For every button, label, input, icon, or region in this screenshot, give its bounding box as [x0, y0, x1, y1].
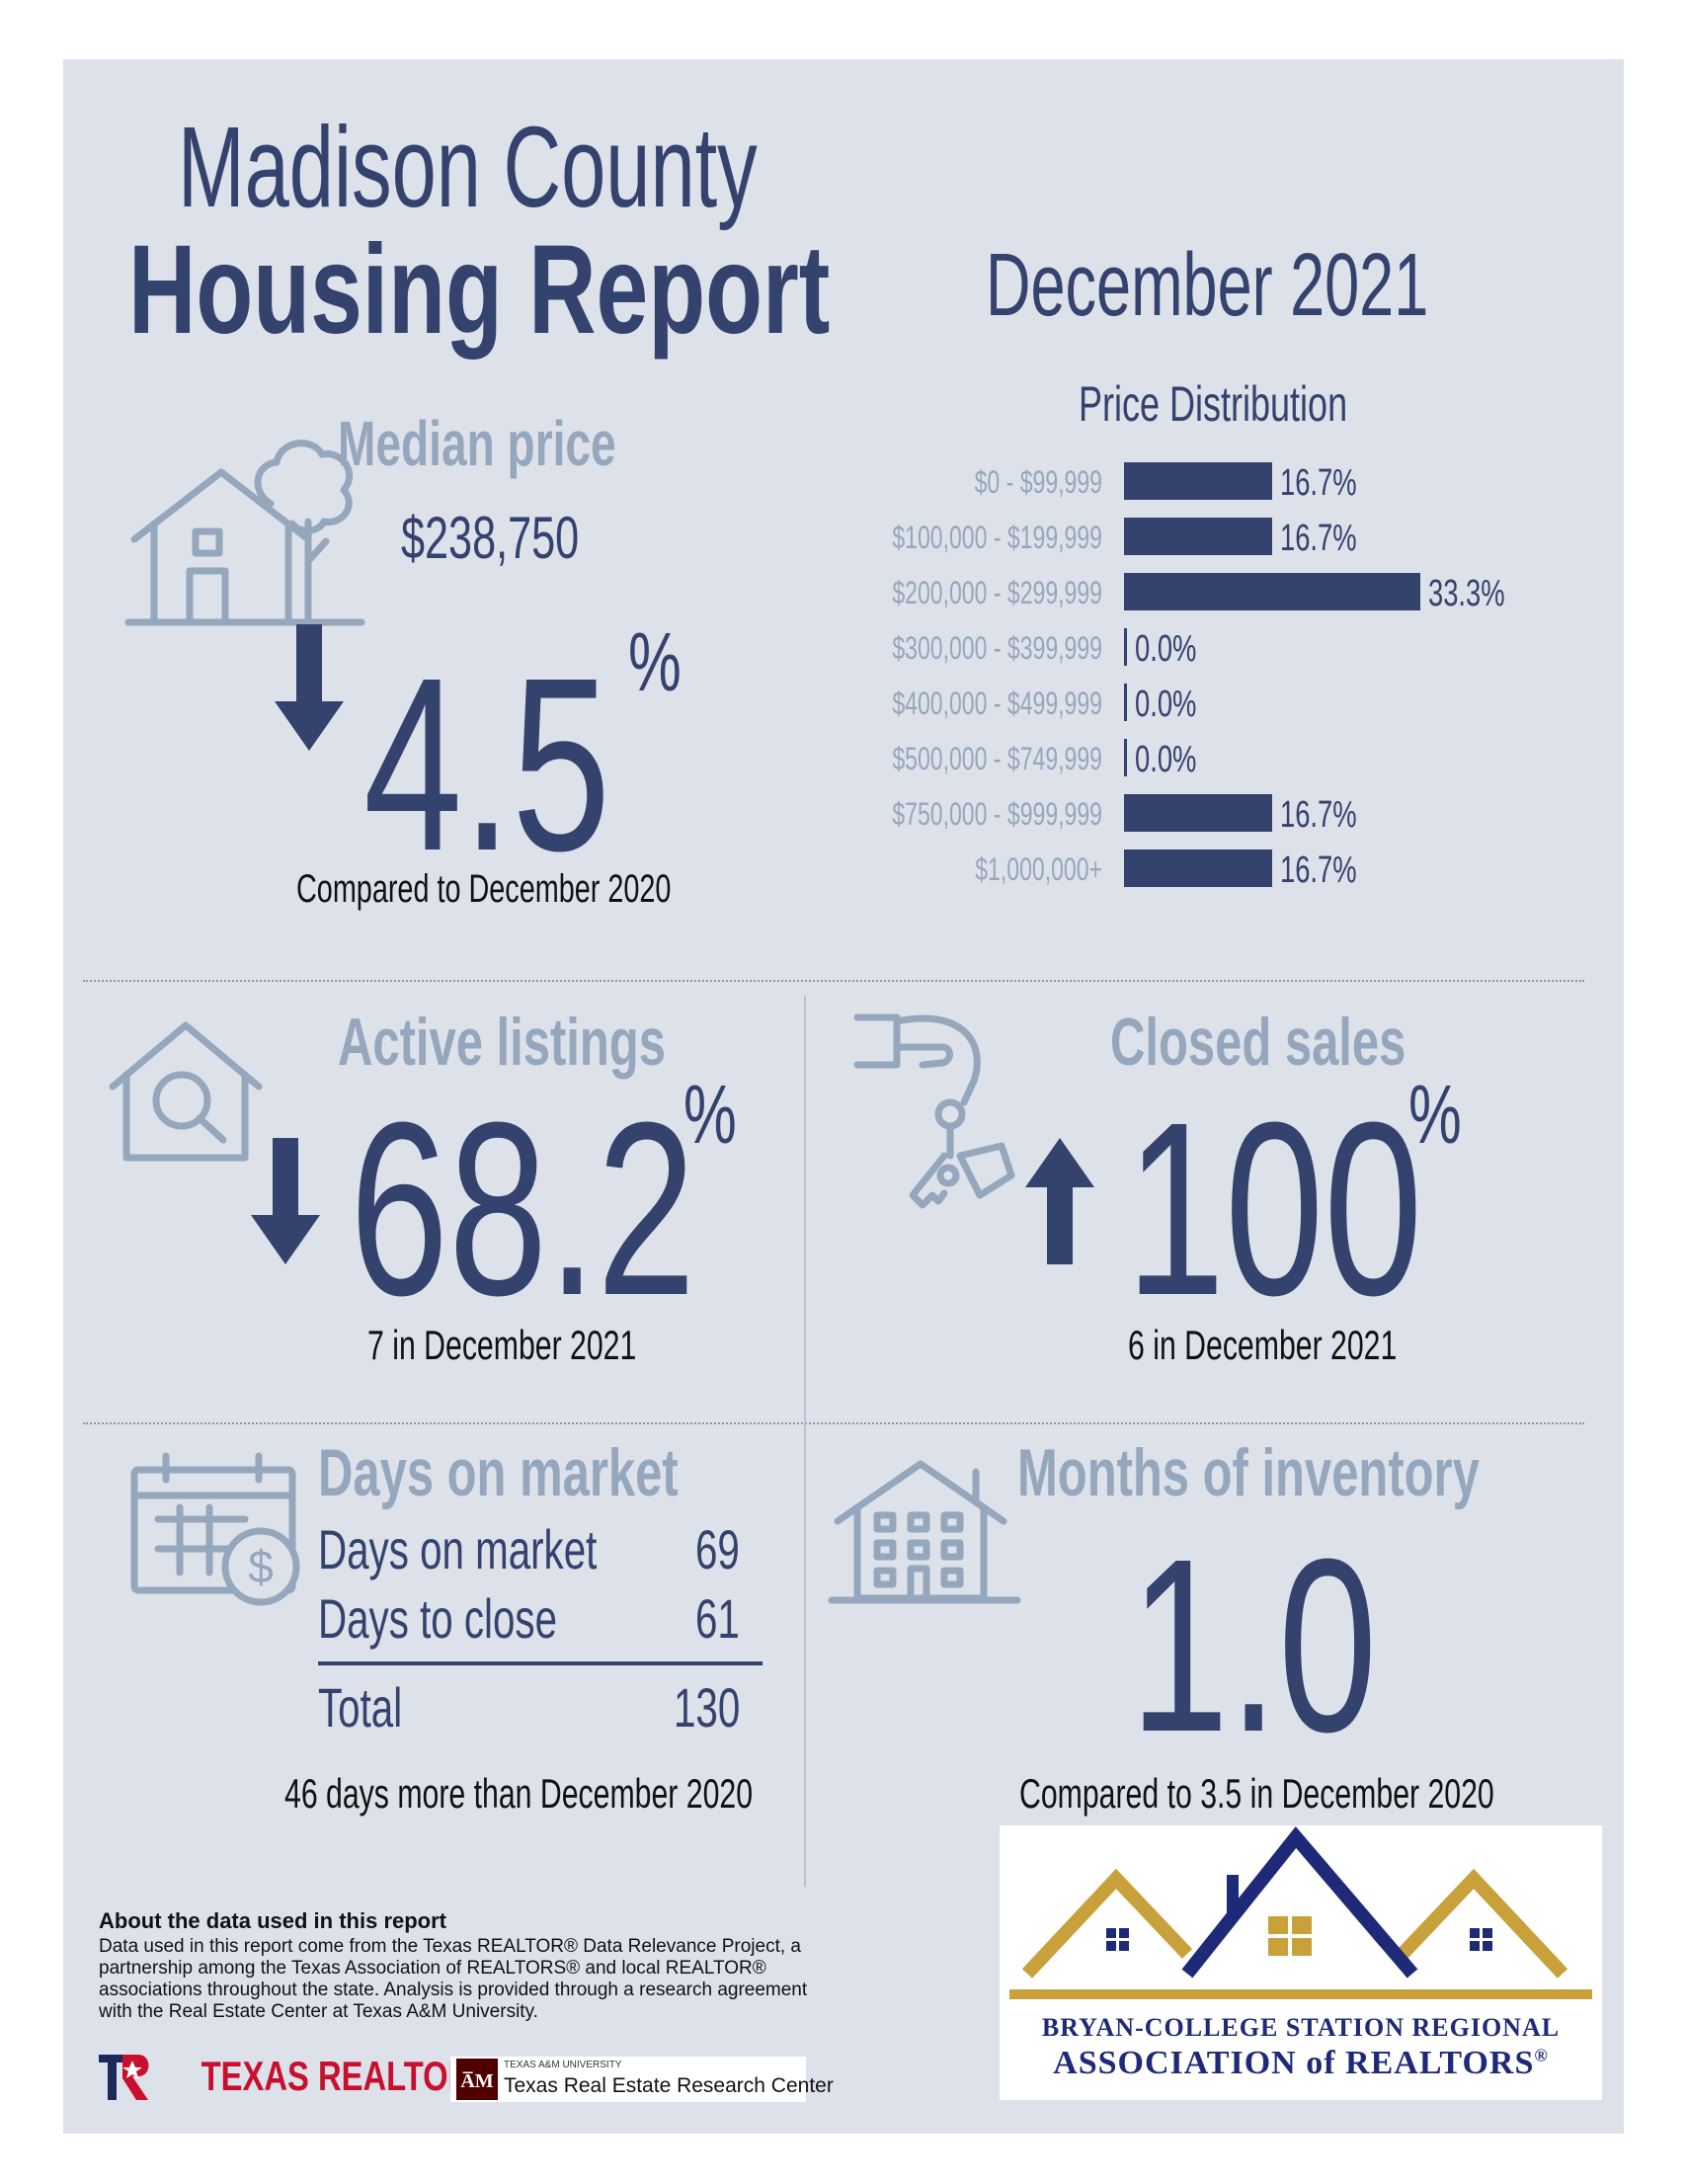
closed-sales-label: Closed sales — [1110, 1005, 1406, 1080]
tamu-small-text: TEXAS A&M UNIVERSITY — [504, 2060, 622, 2070]
price-distribution-title: Price Distribution — [1079, 376, 1348, 432]
price-distribution-value: 16.7% — [1280, 794, 1358, 836]
months-inventory-value: 1.0 — [1130, 1507, 1378, 1783]
active-listings-change: 68.2 — [350, 1071, 696, 1346]
down-arrow-icon — [275, 624, 344, 751]
report-panel: Madison County Housing Report December 2… — [63, 59, 1624, 2134]
median-comparison: Compared to December 2020 — [296, 867, 672, 911]
price-range-label: $400,000 - $499,999 — [892, 686, 1102, 721]
price-distribution-bar — [1124, 518, 1273, 555]
texas-realtors-logo-icon — [99, 2055, 149, 2100]
house-roofs-logo-icon — [1009, 1826, 1592, 1999]
price-distribution-bar — [1124, 794, 1273, 832]
price-distribution-value: 33.3% — [1428, 573, 1505, 614]
price-distribution-value: 0.0% — [1135, 628, 1197, 670]
dom-total-name: Total — [318, 1676, 403, 1739]
price-distribution-chart: $0 - $99,999 16.7% $100,000 - $199,999 16.7… — [63, 59, 1624, 968]
dom-comparison: 46 days more than December 2020 — [284, 1770, 754, 1817]
about-data-body: Data used in this report come from the T… — [99, 1936, 808, 2022]
price-distribution-bar — [1124, 573, 1420, 610]
months-inventory-label: Months of inventory — [1017, 1435, 1480, 1510]
dom-row-name: Days on market — [318, 1518, 598, 1580]
percent-sign: % — [683, 1068, 737, 1161]
months-inventory-comparison: Compared to 3.5 in December 2020 — [1019, 1770, 1494, 1817]
bcs-regional-logo: BRYAN-COLLEGE STATION REGIONAL ASSOCIATI… — [1000, 1825, 1602, 2100]
price-range-label: $1,000,000+ — [975, 851, 1102, 887]
price-range-label: $500,000 - $749,999 — [892, 741, 1102, 776]
median-price-label: Median price — [338, 408, 616, 479]
dom-total-value: 130 — [674, 1676, 741, 1739]
title-line-2: Housing Report — [128, 219, 831, 361]
svg-text:$: $ — [248, 1541, 274, 1592]
price-distribution-value: 16.7% — [1280, 849, 1358, 891]
active-listings-label: Active listings — [338, 1005, 666, 1080]
price-distribution-value: 16.7% — [1280, 462, 1358, 504]
price-range-label: $750,000 - $999,999 — [892, 796, 1102, 832]
divider-vertical — [804, 996, 806, 1887]
down-arrow-icon — [251, 1138, 320, 1264]
price-distribution-bar — [1124, 849, 1273, 887]
closed-sales-detail: 6 in December 2021 — [1128, 1322, 1398, 1368]
price-distribution-value: 0.0% — [1135, 739, 1197, 780]
report-date: December 2021 — [986, 236, 1429, 335]
price-distribution-bar — [1124, 739, 1127, 776]
bcs-logo-line-2-text: ASSOCIATION of REALTORS — [1053, 2045, 1535, 2081]
price-distribution-value: 0.0% — [1135, 684, 1197, 725]
about-data-title: About the data used in this report — [99, 1908, 447, 1933]
price-range-label: $0 - $99,999 — [974, 464, 1102, 500]
price-distribution-bar — [1124, 684, 1127, 721]
apartment-building-icon — [828, 1460, 1021, 1604]
price-range-label: $200,000 - $299,999 — [892, 575, 1102, 610]
house-search-icon — [109, 1021, 263, 1162]
divider-horizontal — [83, 1422, 1584, 1424]
bcs-logo-line-2: ASSOCIATION of REALTORS® — [1000, 2045, 1602, 2082]
dom-row-name: Days to close — [318, 1587, 558, 1650]
bcs-logo-line-1: BRYAN-COLLEGE STATION REGIONAL — [1041, 2013, 1561, 2042]
median-price-change: 4.5 — [363, 626, 611, 902]
up-arrow-icon — [1025, 1138, 1094, 1264]
price-distribution-bar — [1124, 462, 1273, 500]
dom-row-value: 61 — [695, 1587, 740, 1650]
house-tree-icon — [124, 440, 365, 626]
registered-mark: ® — [1534, 2045, 1549, 2065]
calendar-dollar-icon: $ — [130, 1452, 300, 1606]
price-range-label: $300,000 - $399,999 — [892, 630, 1102, 666]
svg-text:A̅M: A̅M — [460, 2070, 493, 2092]
tamu-logo-icon: A̅M — [456, 2059, 498, 2100]
title-line-1: Madison County — [178, 103, 758, 231]
dom-total-rule — [318, 1661, 763, 1665]
tamu-logo-box — [450, 2057, 806, 2102]
price-distribution-bar — [1124, 628, 1127, 666]
closed-sales-change: 100 — [1126, 1071, 1423, 1346]
dom-row-value: 69 — [695, 1518, 740, 1580]
tamu-center-name: Texas Real Estate Research Center — [504, 2074, 834, 2097]
percent-sign: % — [628, 615, 682, 708]
price-distribution-value: 16.7% — [1280, 518, 1358, 559]
median-price-value: $238,750 — [401, 505, 580, 571]
days-on-market-label: Days on market — [318, 1435, 679, 1510]
active-listings-detail: 7 in December 2021 — [367, 1322, 637, 1368]
texas-realtors-logo: TEXAS REALTORS — [201, 2053, 494, 2099]
price-range-label: $100,000 - $199,999 — [892, 520, 1102, 555]
hand-key-icon — [853, 1013, 1015, 1209]
divider-horizontal — [83, 980, 1584, 982]
percent-sign: % — [1408, 1068, 1462, 1161]
